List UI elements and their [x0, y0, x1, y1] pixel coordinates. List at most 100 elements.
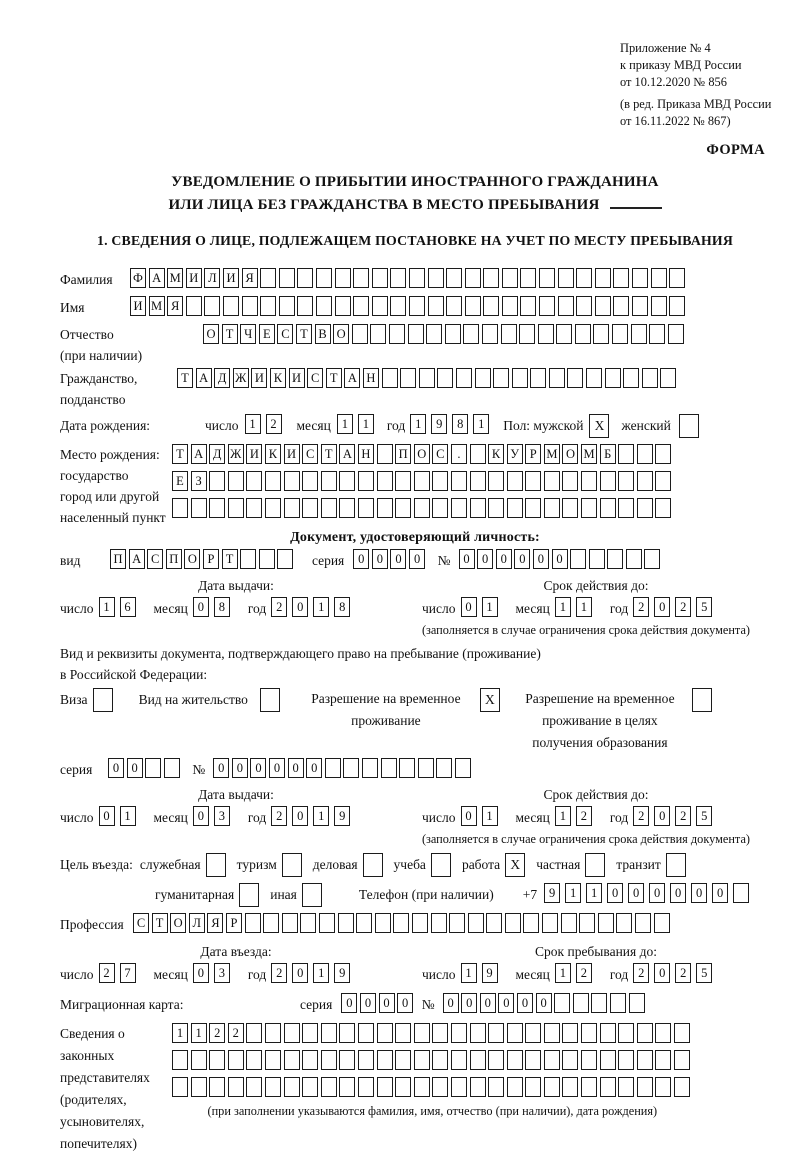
char-box[interactable] [222, 296, 239, 316]
char-box[interactable] [548, 368, 565, 388]
char-box[interactable] [594, 296, 611, 316]
char-box[interactable] [500, 324, 517, 344]
char-box[interactable] [339, 1023, 356, 1043]
char-box[interactable]: И [130, 296, 146, 316]
char-box[interactable]: Р [525, 444, 542, 464]
char-box[interactable] [302, 1023, 319, 1043]
char-box[interactable] [283, 1023, 300, 1043]
char-box[interactable]: 0 [341, 993, 358, 1013]
char-box[interactable]: Е [172, 471, 188, 491]
char-box[interactable] [244, 913, 261, 933]
char-box[interactable] [604, 368, 621, 388]
char-box[interactable]: 0 [231, 758, 248, 778]
char-box[interactable] [432, 1023, 449, 1043]
char-box[interactable] [145, 758, 162, 778]
char-box[interactable] [581, 1050, 598, 1070]
char-box[interactable] [432, 498, 449, 518]
char-box[interactable]: С [307, 368, 324, 388]
char-box[interactable] [351, 324, 368, 344]
char-box[interactable] [576, 296, 593, 316]
char-box[interactable] [504, 913, 521, 933]
char-box[interactable] [454, 758, 471, 778]
char-box[interactable] [427, 296, 444, 316]
char-box[interactable] [436, 758, 453, 778]
char-box[interactable] [474, 368, 491, 388]
char-box[interactable] [488, 1050, 505, 1070]
male-checkbox[interactable]: X [589, 414, 610, 438]
char-box[interactable]: 1 [410, 414, 427, 434]
char-box[interactable] [390, 296, 407, 316]
char-box[interactable]: 7 [119, 963, 136, 983]
char-box[interactable] [488, 1077, 505, 1097]
char-box[interactable]: М [543, 444, 560, 464]
char-box[interactable]: 0 [479, 993, 496, 1013]
char-box[interactable] [376, 471, 393, 491]
char-box[interactable] [562, 1023, 579, 1043]
char-box[interactable]: Я [167, 296, 184, 316]
char-box[interactable] [204, 296, 221, 316]
char-box[interactable] [370, 324, 387, 344]
char-box[interactable] [374, 913, 391, 933]
char-box[interactable] [376, 1023, 393, 1043]
char-box[interactable]: Т [172, 444, 188, 464]
char-box[interactable] [469, 498, 486, 518]
char-box[interactable] [357, 498, 374, 518]
char-box[interactable]: 0 [390, 549, 407, 569]
char-box[interactable] [264, 498, 281, 518]
residence-permit-checkbox[interactable] [259, 688, 280, 712]
char-box[interactable]: 0 [477, 549, 494, 569]
char-box[interactable] [320, 1023, 337, 1043]
char-box[interactable]: 0 [269, 758, 286, 778]
char-box[interactable] [506, 1023, 523, 1043]
char-box[interactable] [395, 498, 412, 518]
char-box[interactable]: 1 [313, 806, 330, 826]
char-box[interactable] [353, 268, 370, 288]
char-box[interactable] [163, 758, 180, 778]
char-box[interactable]: О [562, 444, 579, 464]
char-box[interactable] [209, 498, 226, 518]
char-box[interactable] [519, 324, 536, 344]
char-box[interactable]: 0 [654, 597, 671, 617]
char-box[interactable] [395, 1050, 412, 1070]
char-box[interactable]: К [488, 444, 505, 464]
char-box[interactable]: П [110, 549, 126, 569]
char-box[interactable]: С [302, 444, 319, 464]
char-box[interactable]: А [195, 368, 212, 388]
char-box[interactable]: П [395, 444, 412, 464]
char-box[interactable]: О [170, 913, 187, 933]
char-box[interactable]: И [185, 268, 202, 288]
char-box[interactable] [523, 913, 540, 933]
char-box[interactable]: З [190, 471, 207, 491]
char-box[interactable] [362, 758, 379, 778]
char-box[interactable] [283, 498, 300, 518]
char-box[interactable] [357, 1023, 374, 1043]
char-box[interactable]: П [165, 549, 182, 569]
char-box[interactable] [488, 471, 505, 491]
char-box[interactable] [618, 1050, 635, 1070]
char-box[interactable]: С [277, 324, 294, 344]
char-box[interactable] [586, 368, 603, 388]
char-box[interactable] [426, 324, 443, 344]
char-box[interactable] [357, 1077, 374, 1097]
char-box[interactable]: 1 [565, 883, 582, 903]
char-box[interactable]: 1 [313, 963, 330, 983]
char-box[interactable] [655, 444, 672, 464]
char-box[interactable]: 1 [336, 414, 353, 434]
char-box[interactable]: 1 [98, 597, 115, 617]
char-box[interactable]: 0 [287, 758, 304, 778]
char-box[interactable] [209, 1077, 226, 1097]
char-box[interactable]: Т [320, 444, 337, 464]
char-box[interactable]: 3 [213, 806, 230, 826]
char-box[interactable] [411, 913, 428, 933]
char-box[interactable]: 0 [551, 549, 568, 569]
char-box[interactable]: 5 [696, 597, 713, 617]
char-box[interactable]: Ф [130, 268, 146, 288]
char-box[interactable] [506, 471, 523, 491]
char-box[interactable] [543, 1050, 560, 1070]
char-box[interactable] [320, 498, 337, 518]
char-box[interactable]: 0 [691, 883, 708, 903]
char-box[interactable] [320, 471, 337, 491]
char-box[interactable] [562, 498, 579, 518]
char-box[interactable] [283, 471, 300, 491]
purpose-tourism-checkbox[interactable] [281, 853, 302, 877]
